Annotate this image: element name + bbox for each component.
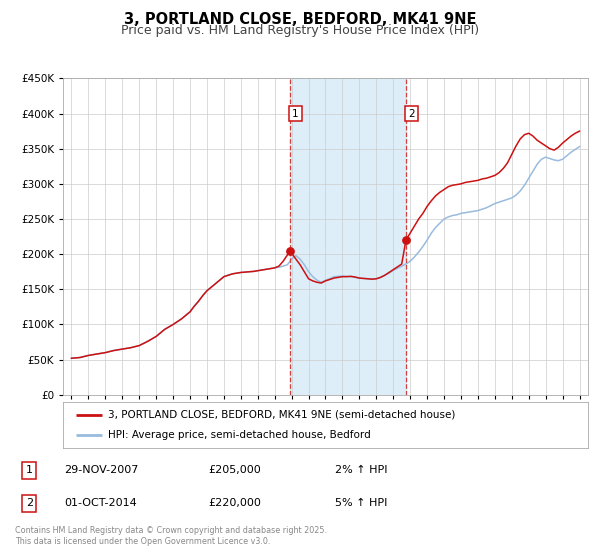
Text: 2: 2 [26, 498, 33, 508]
Text: £220,000: £220,000 [208, 498, 261, 508]
Text: 1: 1 [292, 109, 299, 119]
Text: 3, PORTLAND CLOSE, BEDFORD, MK41 9NE: 3, PORTLAND CLOSE, BEDFORD, MK41 9NE [124, 12, 476, 27]
Text: HPI: Average price, semi-detached house, Bedford: HPI: Average price, semi-detached house,… [107, 430, 370, 440]
Text: 2: 2 [408, 109, 415, 119]
Text: Contains HM Land Registry data © Crown copyright and database right 2025.
This d: Contains HM Land Registry data © Crown c… [15, 526, 327, 546]
Bar [290, 78, 406, 395]
Point [286, 246, 295, 255]
Text: Price paid vs. HM Land Registry's House Price Index (HPI): Price paid vs. HM Land Registry's House … [121, 24, 479, 36]
Text: 1: 1 [26, 465, 33, 475]
Text: £205,000: £205,000 [208, 465, 260, 475]
Text: 5% ↑ HPI: 5% ↑ HPI [335, 498, 387, 508]
Text: 2% ↑ HPI: 2% ↑ HPI [335, 465, 387, 475]
Point [401, 236, 411, 245]
Text: 29-NOV-2007: 29-NOV-2007 [64, 465, 138, 475]
Text: 01-OCT-2014: 01-OCT-2014 [64, 498, 137, 508]
Text: 3, PORTLAND CLOSE, BEDFORD, MK41 9NE (semi-detached house): 3, PORTLAND CLOSE, BEDFORD, MK41 9NE (se… [107, 409, 455, 419]
